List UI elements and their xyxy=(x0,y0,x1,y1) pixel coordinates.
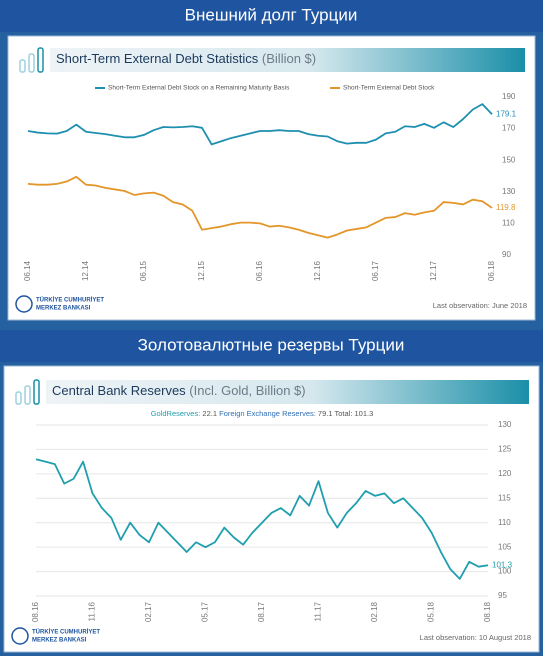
y-tick-label: 105 xyxy=(498,542,512,551)
title-main: Short-Term External Debt Statistics xyxy=(56,51,259,66)
y-tick-label: 110 xyxy=(502,219,515,228)
x-tick-label: 08.16 xyxy=(31,601,40,622)
end-value-label: 101.3 xyxy=(492,560,513,569)
chart-title: Short-Term External Debt Statistics (Bil… xyxy=(56,51,316,66)
summary: GoldReserves: 22.1 Foreign Exchange Rese… xyxy=(151,409,374,418)
y-tick-label: 110 xyxy=(498,518,511,527)
source-note: Last observation: 10 August 2018 xyxy=(420,633,531,642)
y-tick-label: 150 xyxy=(502,155,516,164)
x-tick-label: 05.18 xyxy=(427,601,436,622)
panel xyxy=(7,35,536,321)
icon-bar xyxy=(19,59,26,73)
summary-label: Foreign Exchange Reserves: xyxy=(219,409,316,418)
x-tick-label: 05.17 xyxy=(201,601,210,622)
series-line xyxy=(27,175,493,239)
y-tick-label: 170 xyxy=(502,124,516,133)
source-note: Last observation: June 2018 xyxy=(433,301,527,310)
x-tick-label: 06.14 xyxy=(23,260,32,281)
x-tick-label: 06.15 xyxy=(139,260,148,281)
x-tick-label: 12.14 xyxy=(81,260,90,281)
y-tick-label: 90 xyxy=(502,250,511,259)
summary-value: 79.1 xyxy=(318,409,333,418)
x-tick-label: 02.17 xyxy=(144,601,153,622)
logo-text: MERKEZ BANKASI xyxy=(36,306,91,312)
logo-emblem xyxy=(15,295,33,313)
summary-value: 101.3 xyxy=(355,409,374,418)
x-tick-label: 12.16 xyxy=(313,260,322,281)
header-band xyxy=(0,330,543,362)
y-tick-label: 100 xyxy=(498,567,512,576)
y-tick-label: 120 xyxy=(498,469,512,478)
y-tick-label: 115 xyxy=(498,493,511,502)
end-value-label: 119.8 xyxy=(496,203,516,212)
x-tick-label: 11.17 xyxy=(314,601,323,621)
x-tick-label: 08.18 xyxy=(483,601,492,622)
legend-label: Short-Term External Debt Stock on a Rema… xyxy=(108,85,290,92)
section-title: Внешний долг Турции xyxy=(185,5,358,24)
series-line xyxy=(35,458,489,580)
icon-bar xyxy=(33,379,40,405)
legend-label: Short-Term External Debt Stock xyxy=(343,85,435,92)
x-tick-label: 06.16 xyxy=(255,260,264,281)
x-tick-label: 02.18 xyxy=(370,601,379,622)
x-tick-label: 06.17 xyxy=(371,260,380,281)
y-tick-label: 130 xyxy=(502,187,516,196)
end-value-label: 179.1 xyxy=(496,109,517,118)
summary-label: GoldReserves: xyxy=(151,409,201,418)
summary-value: 22.1 xyxy=(202,409,217,418)
series-line xyxy=(27,103,493,146)
x-tick-label: 12.17 xyxy=(429,260,438,281)
icon-bar xyxy=(15,391,22,405)
x-tick-label: 12.15 xyxy=(197,260,206,281)
icon-bar xyxy=(28,53,35,73)
logo-emblem xyxy=(11,627,29,645)
x-tick-label: 11.16 xyxy=(88,601,97,621)
icon-bar xyxy=(37,47,44,73)
title-note: (Incl. Gold, Billion $) xyxy=(189,383,305,398)
title-banner xyxy=(50,48,525,72)
chart-title: Central Bank Reserves (Incl. Gold, Billi… xyxy=(52,383,306,398)
summary-label: Total: xyxy=(334,409,352,418)
logo-text: MERKEZ BANKASI xyxy=(32,638,87,644)
logo-text: TÜRKİYE CUMHURİYET xyxy=(36,297,104,304)
icon-bar xyxy=(24,385,31,405)
title-note: (Billion $) xyxy=(262,51,316,66)
y-tick-label: 125 xyxy=(498,445,512,454)
header-band xyxy=(0,0,543,32)
logo-text: TÜRKİYE CUMHURİYET xyxy=(32,629,100,636)
section-title: Золотовалютные резервы Турции xyxy=(138,335,405,354)
y-tick-label: 130 xyxy=(498,420,512,429)
x-tick-label: 08.17 xyxy=(257,601,266,622)
y-tick-label: 190 xyxy=(502,92,516,101)
y-tick-label: 95 xyxy=(498,591,507,600)
title-banner xyxy=(46,380,529,404)
x-tick-label: 06.18 xyxy=(487,260,496,281)
title-main: Central Bank Reserves xyxy=(52,383,186,398)
panel xyxy=(3,365,540,653)
